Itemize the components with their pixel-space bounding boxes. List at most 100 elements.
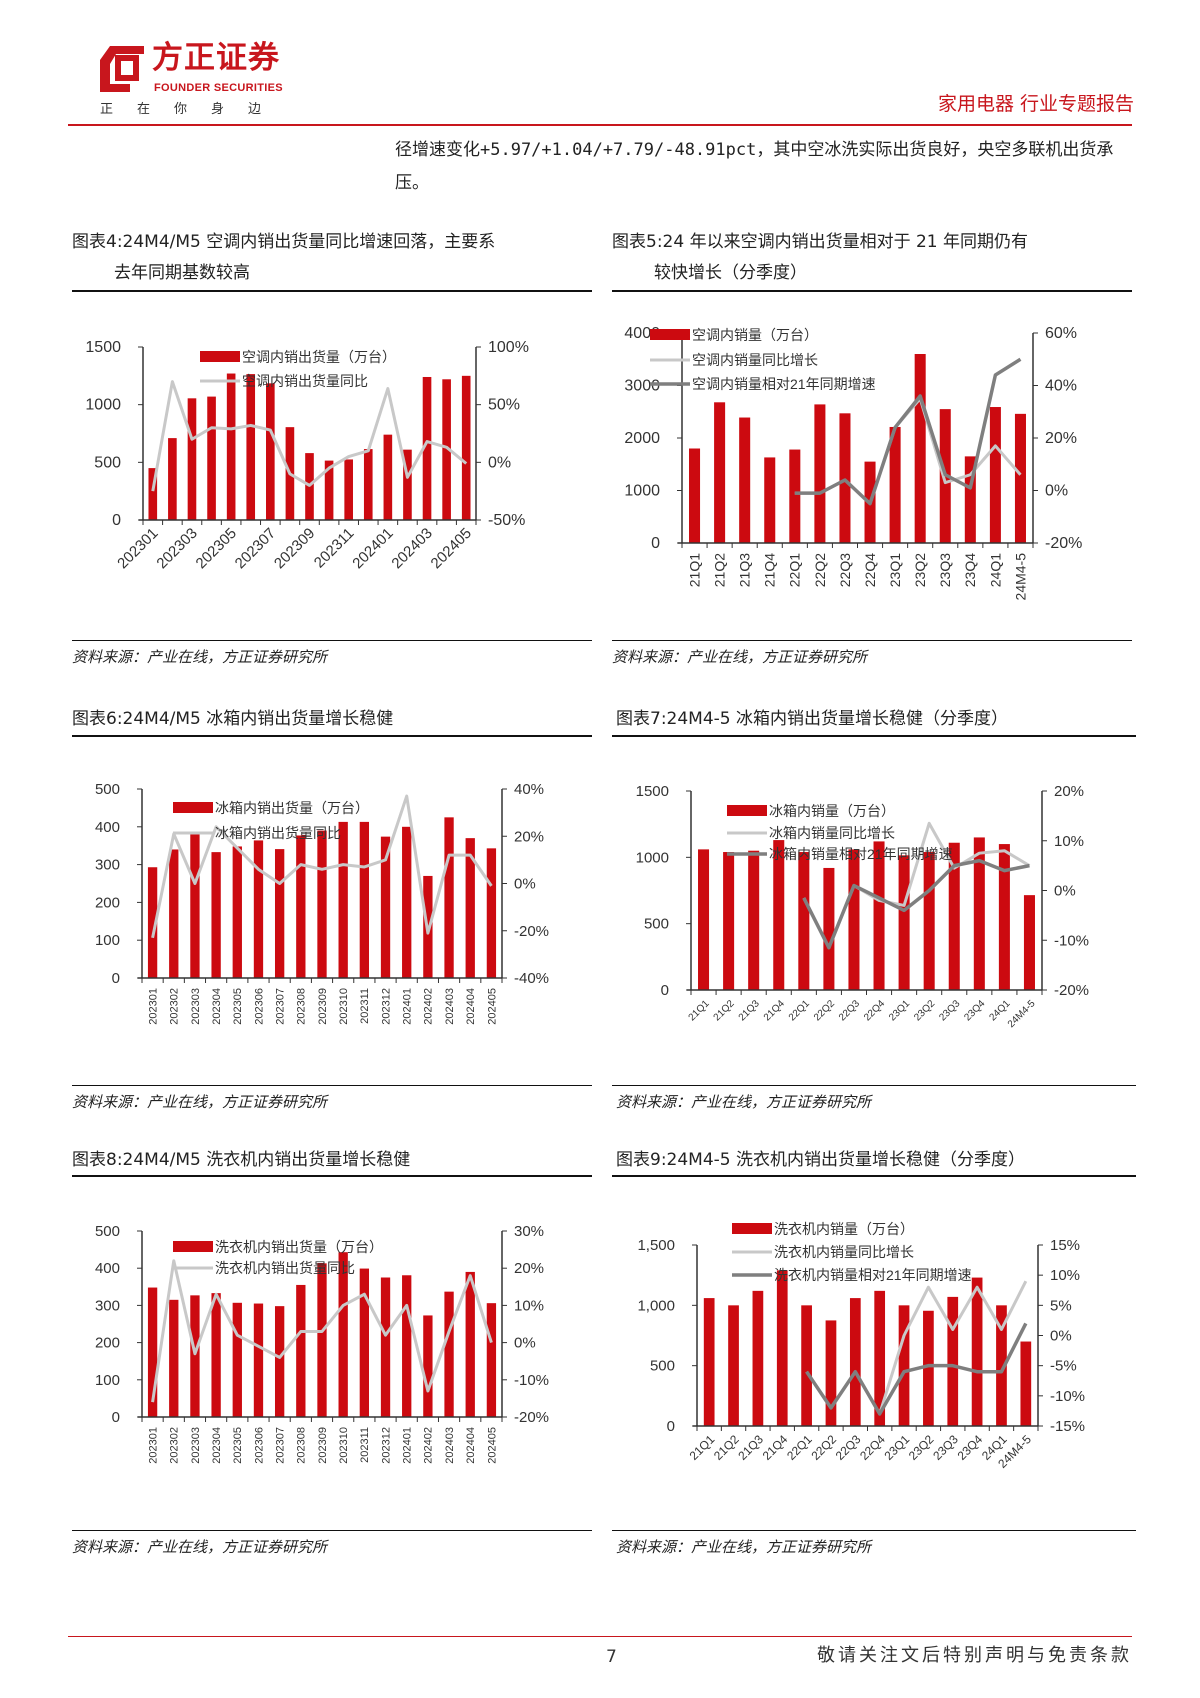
figure-9-title: 图表9:24M4-5 洗衣机内销出货量增长稳健（分季度） bbox=[616, 1150, 1026, 1170]
bar bbox=[825, 1320, 837, 1426]
x-tick-label: 23Q1 bbox=[887, 998, 912, 1023]
x-tick-label: 24M4-5 bbox=[1006, 998, 1038, 1030]
bar bbox=[187, 398, 197, 520]
bar bbox=[226, 373, 236, 520]
x-tick-label: 22Q2 bbox=[812, 553, 828, 587]
x-tick-label: 23Q1 bbox=[887, 553, 903, 587]
bar bbox=[232, 846, 242, 978]
x-tick-label: 21Q1 bbox=[686, 553, 702, 587]
x-tick-label: 22Q1 bbox=[784, 1432, 815, 1463]
bar bbox=[996, 1305, 1007, 1426]
disclaimer-link[interactable]: 敬请关注文后特别声明与免责条款 bbox=[817, 1645, 1132, 1666]
chart-washer-monthly: 0 100 200 300 400 500 -20% -10% 0% 10% 20% 30% 20230… bbox=[95, 1223, 549, 1464]
bar bbox=[422, 376, 432, 520]
x-tick-label: 202310 bbox=[338, 1427, 350, 1464]
bar bbox=[849, 1298, 861, 1426]
bar bbox=[190, 834, 200, 978]
bar bbox=[898, 1305, 910, 1426]
bar bbox=[923, 1310, 934, 1426]
bar bbox=[1020, 1341, 1032, 1426]
x-tick-label: 202302 bbox=[169, 988, 181, 1025]
x-tick-label: 202310 bbox=[338, 988, 350, 1025]
source-divider bbox=[612, 1085, 1136, 1086]
x-tick-label: 21Q3 bbox=[737, 998, 762, 1023]
y-tick-label-right: 0% bbox=[514, 1335, 536, 1352]
x-tick-label: 202404 bbox=[465, 1427, 477, 1464]
source-divider bbox=[612, 1530, 1136, 1531]
bar bbox=[296, 835, 306, 978]
y-tick-label-left: 1000 bbox=[636, 849, 669, 866]
figure-4-source: 资料来源：产业在线，方正证券研究所 bbox=[72, 648, 328, 666]
bar bbox=[748, 850, 760, 990]
legend-label: 洗衣机内销量（万台） bbox=[774, 1221, 914, 1237]
x-tick-label: 202309 bbox=[271, 525, 318, 572]
x-tick-label: 202304 bbox=[211, 988, 223, 1025]
figure-4-rule bbox=[72, 290, 592, 292]
source-divider bbox=[72, 1085, 592, 1086]
x-tick-label: 22Q4 bbox=[857, 1432, 888, 1463]
bar bbox=[317, 1263, 327, 1417]
x-tick-label: 202305 bbox=[193, 525, 240, 572]
header-divider bbox=[68, 124, 1132, 126]
line-series-vs21 bbox=[802, 858, 1030, 950]
bar bbox=[444, 817, 454, 978]
bar bbox=[914, 354, 926, 543]
x-tick-label: 22Q1 bbox=[787, 553, 803, 587]
bar bbox=[211, 852, 221, 978]
body-paragraph: 径增速变化+5.97/+1.04/+7.79/-48.91pct，其中空冰洗实际… bbox=[395, 140, 1114, 193]
bar bbox=[338, 821, 348, 978]
bar bbox=[947, 1296, 959, 1426]
founder-logo-icon bbox=[100, 46, 144, 92]
bar bbox=[211, 1293, 221, 1417]
bar bbox=[798, 852, 810, 990]
figure-title-line: 较快增长（分季度） bbox=[654, 263, 807, 283]
x-tick-label: 22Q3 bbox=[837, 998, 862, 1023]
line-series-yoy bbox=[151, 1259, 493, 1403]
x-tick-label: 22Q4 bbox=[862, 553, 878, 587]
x-tick-label: 202303 bbox=[190, 1427, 202, 1464]
bar bbox=[442, 379, 451, 520]
bar bbox=[324, 460, 334, 520]
x-tick-label: 202302 bbox=[169, 1427, 181, 1464]
x-tick-label: 24Q1 bbox=[987, 553, 1003, 587]
logo-text-cn: 方正证券 bbox=[152, 40, 280, 76]
figure-9-rule bbox=[612, 1175, 1136, 1177]
y-tick-label-left: 500 bbox=[650, 1358, 675, 1375]
legend-label: 空调内销出货量同比 bbox=[242, 373, 368, 389]
y-tick-label-right: 15% bbox=[1050, 1237, 1080, 1254]
bar bbox=[402, 826, 412, 978]
legend-label: 空调内销量（万台） bbox=[692, 327, 818, 343]
y-tick-label-left: 0 bbox=[651, 535, 660, 552]
figure-4-title: 图表4:24M4/M5 空调内销出货量同比增速回落，主要系 去年同期基数较高 bbox=[72, 227, 592, 289]
figure-6-source: 资料来源：产业在线，方正证券研究所 bbox=[72, 1093, 328, 1111]
figure-6-rule bbox=[72, 735, 592, 737]
bar bbox=[989, 407, 1001, 543]
chart-fridge-monthly: 0 100 200 300 400 500 -40% -20% 0% 20% 40% 202301 20… bbox=[95, 781, 549, 1025]
y-tick-label-right: -5% bbox=[1050, 1358, 1077, 1375]
bar bbox=[998, 844, 1010, 990]
bar bbox=[1014, 413, 1026, 543]
x-tick-label: 23Q3 bbox=[930, 1432, 961, 1463]
legend-label: 洗衣机内销出货量（万台） bbox=[215, 1239, 383, 1255]
y-tick-label-right: -20% bbox=[514, 923, 549, 940]
y-tick-label-left: 500 bbox=[95, 1223, 120, 1240]
bar bbox=[383, 434, 393, 520]
bar bbox=[801, 1305, 812, 1426]
x-tick-label: 23Q2 bbox=[912, 998, 937, 1023]
y-tick-label-right: 20% bbox=[514, 828, 544, 845]
y-tick-label-right: 20% bbox=[514, 1260, 544, 1277]
bar bbox=[889, 426, 901, 543]
chart-fridge-quarterly: 0 500 1000 1500 -20% -10% 0% 10% 20% 21Q1 21Q2 21Q3… bbox=[636, 783, 1089, 1030]
y-tick-label-right: -10% bbox=[1054, 932, 1089, 949]
figure-9-source: 资料来源：产业在线，方正证券研究所 bbox=[616, 1538, 872, 1556]
y-tick-label-left: 200 bbox=[95, 1335, 120, 1352]
legend-swatch-bar bbox=[173, 1241, 213, 1252]
figure-8-source: 资料来源：产业在线，方正证券研究所 bbox=[72, 1538, 328, 1556]
y-tick-label-left: 1,500 bbox=[637, 1237, 675, 1254]
bar bbox=[274, 1306, 285, 1417]
bar bbox=[465, 1271, 475, 1417]
x-tick-label: 202307 bbox=[274, 1427, 286, 1464]
figure-title-line: 去年同期基数较高 bbox=[114, 263, 250, 283]
x-tick-label: 202311 bbox=[359, 1427, 371, 1463]
line-series-yoy bbox=[151, 380, 468, 492]
